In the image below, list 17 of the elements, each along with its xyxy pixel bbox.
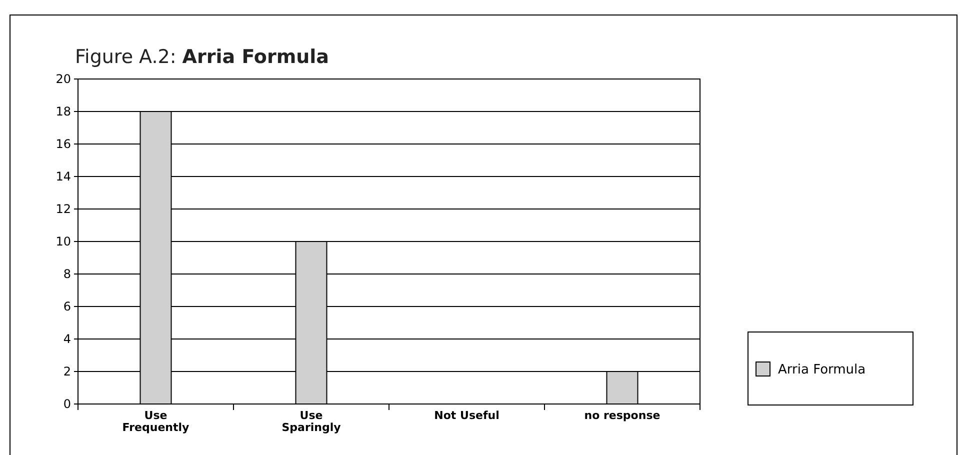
y-tick-label: 2 <box>63 364 71 379</box>
y-tick-label: 14 <box>56 170 71 184</box>
y-tick-label: 6 <box>63 300 71 314</box>
y-tick-label: 12 <box>56 202 71 216</box>
chart-title: Figure A.2: Arria Formula <box>75 46 329 68</box>
y-tick-label: 0 <box>63 397 71 412</box>
x-tick-label: Use Frequently <box>122 409 190 434</box>
x-tick-label: Not Useful <box>434 409 500 422</box>
y-tick-label: 10 <box>56 234 71 249</box>
y-tick-label: 16 <box>56 137 71 152</box>
y-tick-label: 20 <box>56 72 71 86</box>
x-tick-label: Use Sparingly <box>282 409 341 434</box>
y-tick-label: 18 <box>56 104 71 119</box>
x-tick-label: no response <box>584 409 660 422</box>
legend-label: Arria Formula <box>778 362 866 378</box>
y-tick-label: 8 <box>63 267 71 282</box>
y-tick-label: 4 <box>63 332 71 346</box>
